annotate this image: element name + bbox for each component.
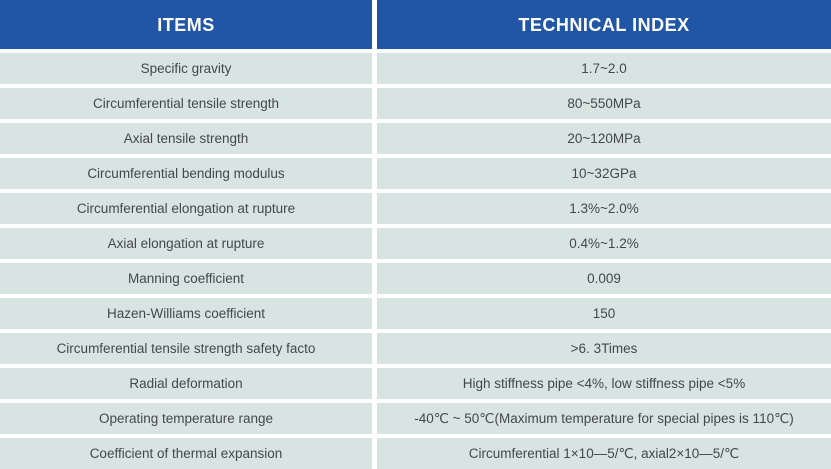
column-header-technical-index: TECHNICAL INDEX <box>377 0 831 49</box>
table-row: Circumferential tensile strength safety … <box>0 333 831 364</box>
table-row: Manning coefficient 0.009 <box>0 263 831 294</box>
item-cell: Circumferential tensile strength safety … <box>0 333 372 364</box>
value-cell: 0.4%~1.2% <box>377 228 831 259</box>
item-cell: Circumferential bending modulus <box>0 158 372 189</box>
item-cell: Radial deformation <box>0 368 372 399</box>
value-cell: 80~550MPa <box>377 88 831 119</box>
value-cell: 150 <box>377 298 831 329</box>
item-cell: Circumferential elongation at rupture <box>0 193 372 224</box>
value-cell: >6. 3Times <box>377 333 831 364</box>
item-cell: Operating temperature range <box>0 403 372 434</box>
table-row: Radial deformation High stiffness pipe <… <box>0 368 831 399</box>
item-cell: Axial elongation at rupture <box>0 228 372 259</box>
table-row: Hazen-Williams coefficient 150 <box>0 298 831 329</box>
value-cell: High stiffness pipe <4%, low stiffness p… <box>377 368 831 399</box>
table-row: Coefficient of thermal expansion Circumf… <box>0 438 831 469</box>
value-cell: 1.7~2.0 <box>377 53 831 84</box>
table-row: Circumferential elongation at rupture 1.… <box>0 193 831 224</box>
value-cell: -40℃ ~ 50℃(Maximum temperature for speci… <box>377 403 831 434</box>
value-cell: 20~120MPa <box>377 123 831 154</box>
value-cell: Circumferential 1×10—5/℃, axial2×10—5/℃ <box>377 438 831 469</box>
item-cell: Hazen-Williams coefficient <box>0 298 372 329</box>
table-row: Specific gravity 1.7~2.0 <box>0 53 831 84</box>
column-header-items: ITEMS <box>0 0 372 49</box>
table-row: Operating temperature range -40℃ ~ 50℃(M… <box>0 403 831 434</box>
item-cell: Coefficient of thermal expansion <box>0 438 372 469</box>
item-cell: Specific gravity <box>0 53 372 84</box>
item-cell: Circumferential tensile strength <box>0 88 372 119</box>
value-cell: 10~32GPa <box>377 158 831 189</box>
item-cell: Manning coefficient <box>0 263 372 294</box>
value-cell: 1.3%~2.0% <box>377 193 831 224</box>
table-row: Circumferential bending modulus 10~32GPa <box>0 158 831 189</box>
table-header-row: ITEMS TECHNICAL INDEX <box>0 0 831 49</box>
table-row: Axial tensile strength 20~120MPa <box>0 123 831 154</box>
value-cell: 0.009 <box>377 263 831 294</box>
table-row: Circumferential tensile strength 80~550M… <box>0 88 831 119</box>
table-row: Axial elongation at rupture 0.4%~1.2% <box>0 228 831 259</box>
item-cell: Axial tensile strength <box>0 123 372 154</box>
